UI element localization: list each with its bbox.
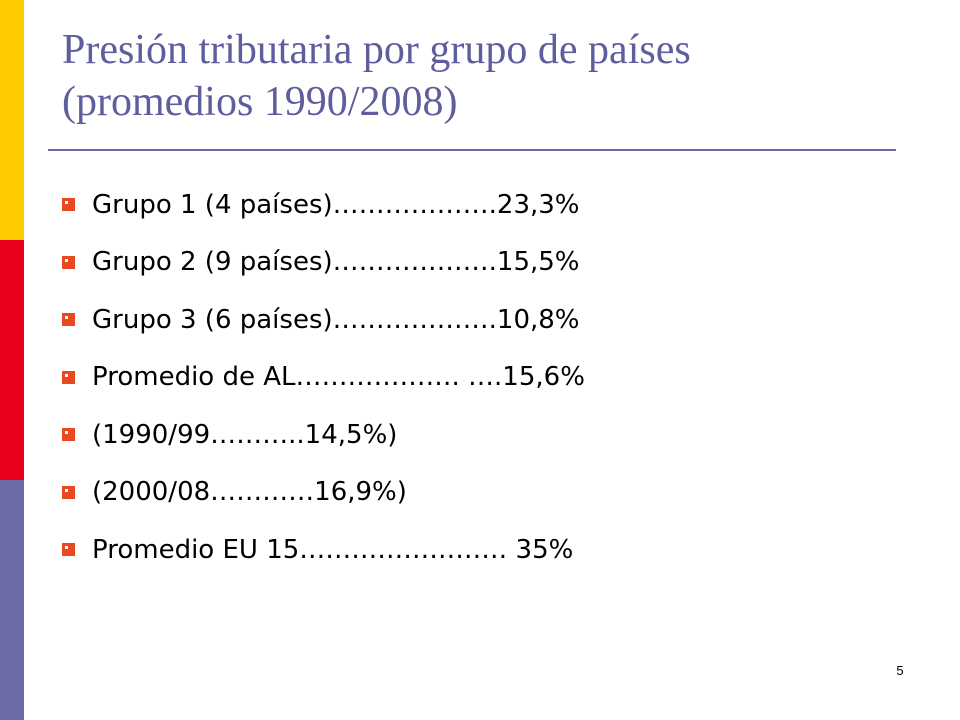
title-divider: [48, 149, 896, 151]
accent-bar-blue: [0, 480, 24, 720]
list-item-text: Promedio EU 15…………………… 35%: [92, 534, 574, 565]
list-item: Grupo 1 (4 países)……………….23,3%: [62, 176, 585, 234]
list-item: (1990/99………..14,5%): [62, 406, 585, 464]
list-item: Grupo 2 (9 países)……………….15,5%: [62, 234, 585, 292]
slide-title-line1: Presión tributaria por grupo de países: [62, 27, 691, 73]
list-item-text: Grupo 1 (4 países)……………….23,3%: [92, 189, 580, 220]
list-item-text: Promedio de AL………………. ….15,6%: [92, 362, 585, 393]
square-bullet-icon: [62, 543, 75, 557]
slide-title: Presión tributaria por grupo de países (…: [62, 24, 922, 128]
square-bullet-icon: [62, 370, 75, 384]
list-item-text: Grupo 3 (6 países)……………….10,8%: [92, 304, 580, 335]
list-item-text: (1990/99………..14,5%): [92, 419, 398, 450]
square-bullet-icon: [62, 255, 75, 269]
list-item: Promedio EU 15…………………… 35%: [62, 521, 585, 579]
list-item: Grupo 3 (6 países)……………….10,8%: [62, 291, 585, 349]
slide-title-line2: (promedios 1990/2008): [62, 79, 458, 125]
accent-bar-yellow: [0, 0, 24, 240]
list-item-text: (2000/08…………16,9%): [92, 477, 407, 508]
bullet-list: Grupo 1 (4 países)……………….23,3% Grupo 2 (…: [62, 176, 585, 579]
list-item-text: Grupo 2 (9 países)……………….15,5%: [92, 247, 580, 278]
list-item: (2000/08…………16,9%): [62, 464, 585, 522]
accent-bar-red: [0, 240, 24, 480]
list-item: Promedio de AL………………. ….15,6%: [62, 349, 585, 407]
square-bullet-icon: [62, 313, 75, 327]
square-bullet-icon: [62, 485, 75, 499]
page-number: 5: [896, 663, 904, 678]
square-bullet-icon: [62, 428, 75, 442]
square-bullet-icon: [62, 198, 75, 212]
